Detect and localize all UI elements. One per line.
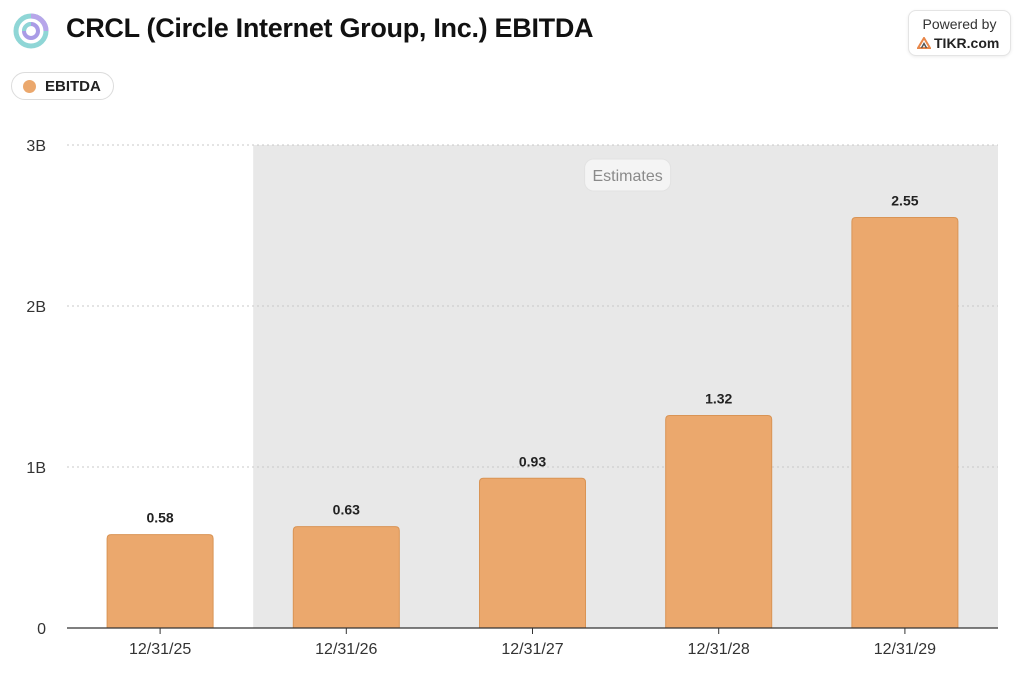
data-label: 0.58	[146, 510, 173, 526]
bar	[479, 477, 586, 629]
y-tick-label: 1B	[26, 460, 46, 477]
powered-by-text: Powered by	[922, 16, 997, 32]
x-tick-label: 12/31/25	[129, 641, 191, 658]
page-title: CRCL (Circle Internet Group, Inc.) EBITD…	[66, 13, 594, 43]
legend-item-ebitda[interactable]: EBITDA	[11, 72, 114, 100]
x-tick-label: 12/31/27	[501, 641, 563, 658]
data-label: 0.63	[333, 502, 360, 518]
powered-by-badge[interactable]: Powered by TIKR.com	[908, 10, 1011, 56]
bar	[106, 534, 214, 629]
y-tick-label: 3B	[26, 138, 46, 155]
bar	[292, 526, 400, 629]
legend-color-dot	[23, 79, 36, 93]
data-label: 0.93	[519, 453, 546, 469]
x-tick-label: 12/31/28	[688, 641, 750, 658]
legend-label: EBITDA	[45, 77, 101, 95]
estimates-label-box	[584, 158, 672, 192]
circle-logo-icon	[13, 13, 49, 49]
chart-header: CRCL (Circle Internet Group, Inc.) EBITD…	[0, 0, 1024, 64]
bar	[851, 216, 959, 629]
x-tick-label: 12/31/26	[315, 641, 377, 658]
tikr-logo-icon	[917, 37, 931, 49]
data-label: 1.32	[705, 390, 732, 406]
x-tick-label: 12/31/29	[874, 641, 936, 658]
y-tick-label: 2B	[26, 299, 46, 316]
data-label: 2.55	[891, 192, 918, 208]
brand-name: TIKR.com	[934, 35, 1000, 51]
estimates-label: Estimates	[592, 168, 662, 185]
bar	[665, 414, 773, 629]
y-tick-label: 0	[37, 621, 46, 638]
